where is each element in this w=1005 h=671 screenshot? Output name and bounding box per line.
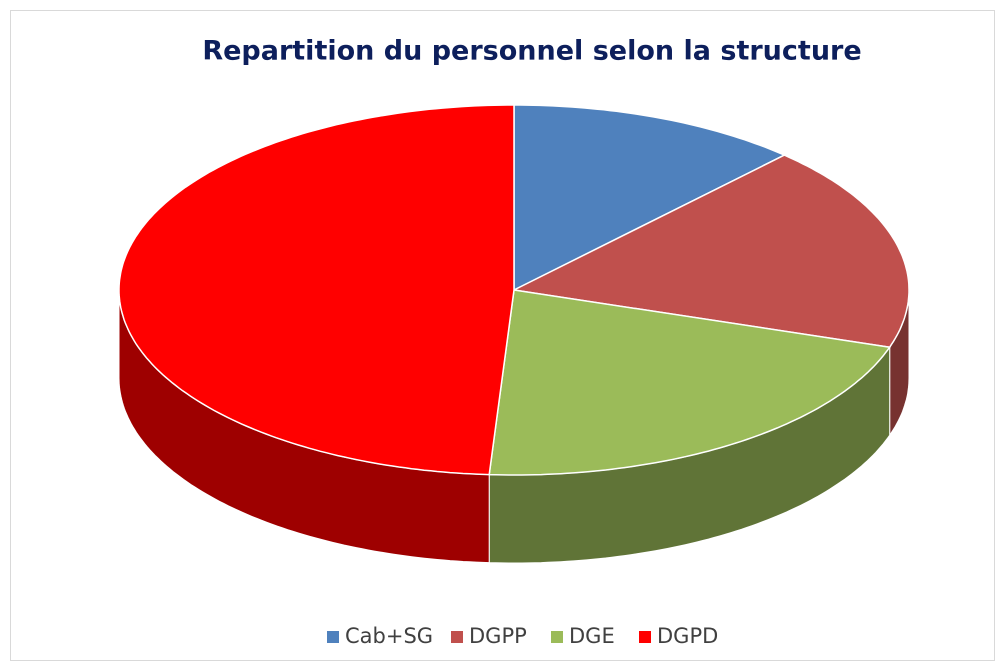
legend-swatch — [639, 631, 651, 643]
slice — [511, 154, 910, 437]
legend-label: DGPP — [469, 624, 527, 648]
legend-swatch — [551, 631, 563, 643]
slice-top — [118, 104, 515, 476]
chart-title: Repartition du personnel selon la struct… — [202, 36, 861, 67]
legend-label: Cab+SG — [345, 624, 433, 648]
slice — [513, 104, 787, 292]
legend-swatch — [451, 631, 463, 643]
legend-label: DGE — [569, 624, 615, 648]
legend-swatch — [327, 631, 339, 643]
slice-top — [511, 154, 910, 349]
slice-top — [513, 104, 787, 292]
slice — [118, 104, 515, 564]
slice-top — [488, 289, 892, 476]
legend-label: DGPD — [657, 624, 718, 648]
